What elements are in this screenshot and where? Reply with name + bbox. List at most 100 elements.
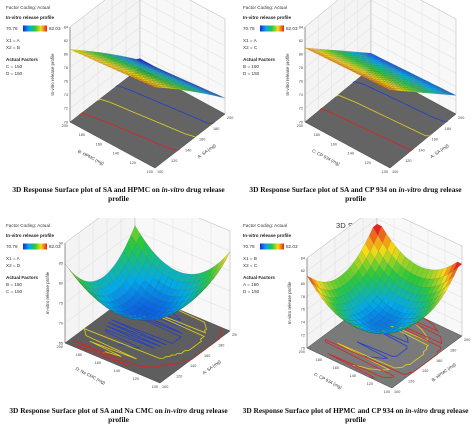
y-tick-label: 120	[130, 161, 136, 165]
y-tick-label: 180	[314, 133, 320, 137]
actual-factor-1: C = 150	[6, 64, 23, 69]
caption-italic: in-vitro	[164, 406, 188, 415]
z-tick-label: 72	[301, 333, 305, 337]
box-frame	[64, 330, 231, 384]
surface-cell	[453, 261, 463, 271]
x-tick-label: 100	[392, 170, 398, 174]
x-tick-label: 160	[204, 354, 210, 358]
figure-caption: 3D Response Surface plot of HPMC and CP …	[241, 406, 470, 424]
response-surface-panel-sa-hpmc: 3D SurfaceFactor Coding: ActualIn-vitro …	[0, 0, 237, 218]
x1-factor-label: X1 = A	[6, 38, 21, 43]
wall-gridline	[69, 0, 226, 41]
x-tick-label: 120	[176, 375, 182, 379]
contour-line	[115, 85, 215, 125]
response-legend-label: In-vitro release profile	[243, 233, 291, 238]
legend-max-value: 82.03	[286, 244, 298, 249]
z-tick-label: 70	[299, 120, 303, 124]
x-tick-label: 180	[218, 343, 224, 347]
contour-line	[83, 297, 207, 360]
response-surface	[64, 225, 231, 321]
z-tick-label: 80	[301, 282, 305, 286]
x-axis-title: A: SA (mg)	[429, 143, 450, 160]
y-tick-label: 140	[113, 152, 119, 156]
caption-text-end: drug release profile	[108, 185, 225, 203]
y-tick-label: 200	[57, 345, 63, 349]
response-legend-label: In-vitro release profile	[243, 15, 291, 20]
x-tick-label: 160	[432, 138, 438, 142]
legend-min-value: 70.78	[243, 244, 255, 249]
z-tick-label: 80	[59, 281, 63, 285]
y-tick-label: 100	[384, 390, 390, 394]
figure-caption: 3D Response Surface plot of SA and CP 93…	[241, 185, 470, 203]
legend-max-value: 82.03	[49, 244, 61, 249]
z-tick-label: 85	[59, 261, 63, 265]
factor-coding-label: Factor Coding: Actual	[6, 5, 50, 10]
y-tick-label: 120	[367, 382, 373, 386]
x-tick-label: 120	[408, 380, 414, 384]
response-surface-panel-sa-nacmc: 3D SurfaceFactor Coding: ActualIn-vitro …	[0, 218, 237, 436]
y-tick-label: 120	[133, 377, 139, 381]
actual-factor-2: C = 150	[6, 289, 23, 294]
actual-factor-2: D = 150	[6, 71, 23, 76]
x-tick-label: 200	[464, 338, 470, 342]
z-tick-label: 70	[64, 120, 68, 124]
z-tick-label: 70	[301, 346, 305, 350]
x-tick-label: 140	[418, 148, 424, 152]
surface-cell	[220, 251, 231, 266]
response-surface-panel-sa-cp934: 3D SurfaceFactor Coding: ActualIn-vitro …	[237, 0, 474, 218]
caption-text-end: drug release profile	[345, 406, 469, 424]
z-tick-label: 75	[59, 301, 63, 305]
z-tick-label: 74	[64, 93, 68, 97]
wall-gridline	[304, 0, 457, 28]
x1-factor-label: X1 = A	[243, 38, 258, 43]
contour-line	[104, 308, 186, 349]
z-axis-title: In-vitro release profile	[285, 53, 290, 96]
x-tick-label: 200	[458, 116, 464, 120]
x2-factor-label: X2 = C	[243, 45, 258, 50]
actual-factor-2: D = 150	[243, 71, 260, 76]
x-tick-label: 200	[232, 333, 237, 337]
legend-min-value: 70.78	[6, 26, 18, 31]
legend-min-value: 70.78	[6, 244, 18, 249]
caption-italic: in-vitro	[405, 406, 428, 415]
response-surface-panel-hpmc-cp934: 3D SurfaceFactor Coding: ActualIn-vitro …	[237, 218, 474, 436]
factor-coding-label: Factor Coding: Actual	[243, 5, 287, 10]
figure-caption: 3D Response Surface plot of SA and HPMC …	[4, 185, 233, 203]
y-tick-label: 160	[95, 361, 101, 365]
z-tick-label: 65	[59, 341, 63, 345]
y-tick-label: 100	[147, 170, 153, 174]
x-tick-label: 180	[213, 127, 219, 131]
actual-factors-label: Actual Factors	[243, 275, 275, 280]
response-legend-label: In-vitro release profile	[6, 233, 54, 238]
z-tick-label: 84	[299, 25, 303, 29]
y-tick-label: 140	[348, 152, 354, 156]
wall-gridline	[306, 218, 463, 259]
x-tick-label: 180	[450, 348, 456, 352]
z-axis-title: In-vitro release profile	[50, 53, 55, 96]
wall-gridline	[69, 0, 226, 28]
x-axis-title: A: SA (mg)	[202, 359, 223, 376]
z-tick-label: 70	[59, 321, 63, 325]
color-legend-bar	[23, 25, 47, 32]
actual-factors-label: Actual Factors	[243, 57, 275, 62]
response-surface	[69, 49, 226, 99]
x2-factor-label: X2 = B	[6, 45, 20, 50]
y-tick-label: 120	[365, 161, 371, 165]
y-axis-title: D: Na CMC (mg)	[75, 366, 107, 386]
x-tick-label: 160	[199, 138, 205, 142]
wall-gridline	[64, 218, 231, 264]
y-tick-label: 200	[299, 350, 305, 354]
z-tick-label: 76	[299, 80, 303, 84]
caption-text: 3D Response Surface plot of SA and HPMC …	[12, 185, 162, 194]
response-surface	[304, 47, 457, 96]
z-tick-label: 74	[301, 321, 305, 325]
caption-italic: in-vitro	[398, 185, 422, 194]
y-tick-label: 180	[316, 358, 322, 362]
x-tick-label: 100	[157, 170, 163, 174]
actual-factor-2: D = 150	[243, 289, 260, 294]
x-tick-label: 100	[394, 390, 400, 394]
x-tick-label: 140	[185, 148, 191, 152]
z-tick-label: 84	[64, 25, 68, 29]
color-legend-bar	[260, 243, 284, 250]
caption-text: 3D Response Surface plot of SA and Na CM…	[9, 406, 165, 415]
